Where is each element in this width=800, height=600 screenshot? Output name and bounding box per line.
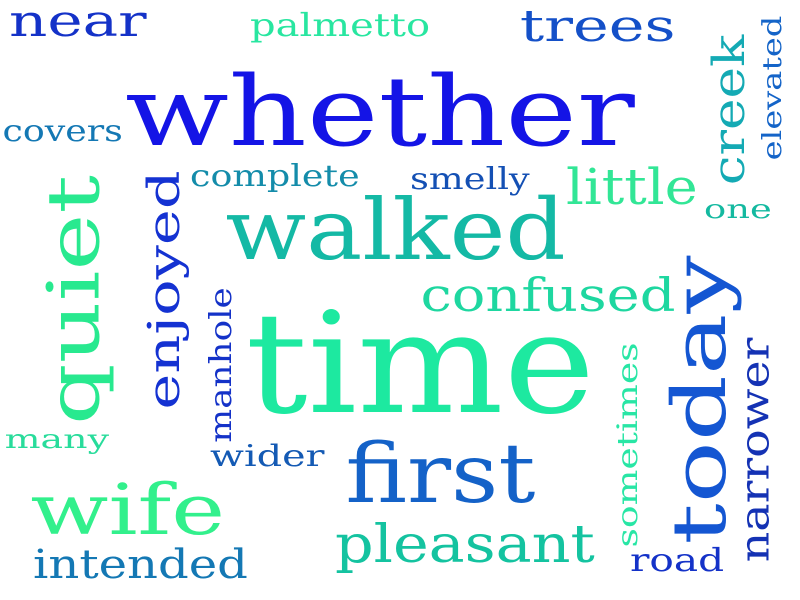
word-palmetto: palmetto (249, 6, 431, 44)
word-confused: confused (420, 268, 676, 322)
word-smelly: smelly (410, 162, 530, 197)
word-covers: covers (1, 114, 123, 149)
word-elevated: elevated (757, 15, 788, 161)
word-sometimes: sometimes (611, 342, 645, 548)
word-intended: intended (32, 542, 248, 588)
word-enjoyed: enjoyed (138, 170, 190, 410)
word-wife: wife (30, 469, 226, 551)
word-time: time (245, 283, 595, 446)
word-trees: trees (519, 1, 675, 52)
word-manhole: manhole (204, 287, 240, 443)
word-near: near (9, 0, 147, 47)
word-walked: walked (225, 181, 566, 279)
word-complete: complete (190, 159, 360, 194)
word-narrower: narrower (731, 337, 778, 563)
word-road: road (629, 541, 725, 579)
word-whether: whether (125, 56, 635, 168)
word-many: many (4, 425, 109, 455)
word-pleasant: pleasant (334, 515, 595, 575)
word-one: one (704, 195, 772, 225)
word-first: first (345, 427, 535, 522)
word-quiet: quiet (31, 174, 116, 426)
word-little: little (565, 158, 698, 216)
word-wider: wider (209, 439, 325, 474)
word-creek: creek (704, 34, 756, 186)
